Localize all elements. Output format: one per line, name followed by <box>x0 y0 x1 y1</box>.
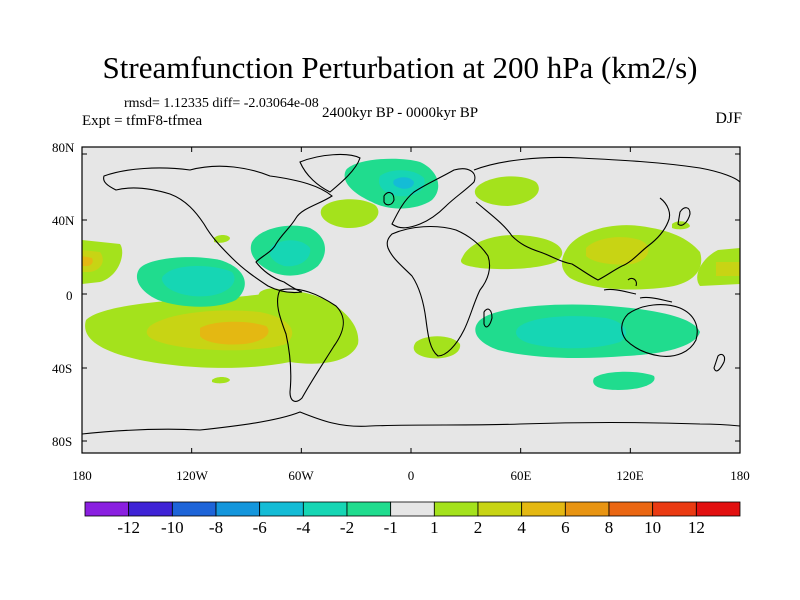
lon-label-60e: 60E <box>510 468 532 483</box>
lon-label-180w: 180 <box>72 468 92 483</box>
contour-positive-russia <box>474 176 539 206</box>
colorbar-label: -2 <box>339 518 355 537</box>
colorbar-label: 8 <box>604 518 614 537</box>
coastline-asia <box>473 156 740 281</box>
colorbar-swatch <box>390 501 435 517</box>
coastline-antarctica <box>82 411 740 435</box>
colorbar-swatch <box>433 501 479 517</box>
axis-ticks <box>81 147 741 453</box>
contour-6-central-pacific <box>82 256 93 266</box>
coastline-south-america <box>277 288 344 402</box>
lon-label-120e: 120E <box>616 468 644 483</box>
contour-4-south-asia <box>586 237 649 265</box>
contour-fields <box>82 158 740 390</box>
coastline-japan <box>677 207 691 226</box>
colorbar-label: -12 <box>117 518 140 537</box>
colorbar-swatch <box>652 501 697 517</box>
lat-label-80n: 80N <box>52 140 75 155</box>
coastlines <box>82 153 740 435</box>
lat-label-80s: 80S <box>52 434 73 449</box>
coastline-australia <box>621 304 698 357</box>
contour-negative6-north-atlantic <box>393 177 414 189</box>
contour-positive-small-s-atlantic <box>212 377 230 384</box>
colorbar-swatch <box>215 501 261 517</box>
colorbar-swatch <box>477 501 523 517</box>
contour-positive-nw-atlantic <box>320 199 379 228</box>
colorbar-label: 10 <box>644 518 662 537</box>
coastline-uk <box>383 191 395 206</box>
chart-title: Streamfunction Perturbation at 200 hPa (… <box>102 50 698 85</box>
colorbar-swatch <box>521 501 566 517</box>
coastline-africa <box>386 226 491 357</box>
experiment-label: Expt = tfmF8-tfmea <box>82 113 203 129</box>
colorbar-label: -6 <box>252 518 267 537</box>
lon-label-60w: 60W <box>288 468 314 483</box>
colorbar-label: 2 <box>473 518 483 537</box>
coastline-indonesia <box>603 277 673 303</box>
contour-negative4-east-tropical-pacific <box>161 266 235 297</box>
colorbar-swatch <box>259 501 304 517</box>
lon-label-0: 0 <box>407 468 415 483</box>
colorbar-swatch <box>608 501 654 517</box>
coastline-madagascar <box>483 308 493 328</box>
contour-negative-south-atlantic <box>593 371 655 390</box>
contour-6-south-pacific <box>200 321 269 345</box>
colorbar-label: -4 <box>296 518 311 537</box>
lat-label-0: 0 <box>66 288 73 303</box>
colorbar-swatch <box>84 501 130 517</box>
contour-negative4-south-indian <box>516 316 627 349</box>
colorbar-swatch <box>171 501 217 517</box>
contour-negative4-caribbean <box>269 240 311 267</box>
season-label: DJF <box>715 110 742 127</box>
colorbar-label: 4 <box>517 518 526 537</box>
coastline-greenland <box>299 153 361 193</box>
period-label: 2400kyr BP - 0000kyr BP <box>322 105 479 121</box>
contour-4-east-pacific-tail <box>716 262 740 276</box>
contour-positive-south-africa <box>413 336 461 359</box>
lon-label-180e: 180 <box>730 468 750 483</box>
coastline-north-america <box>103 165 333 294</box>
colorbar-swatch <box>346 501 392 517</box>
colorbar-label: -8 <box>208 518 224 537</box>
colorbar-swatch <box>695 501 741 517</box>
colorbar-label: 6 <box>561 518 570 537</box>
lat-label-40n: 40N <box>52 213 75 228</box>
stats-line: rmsd= 1.12335 diff= -2.03064e-08 <box>124 96 319 111</box>
coastline-new-zealand <box>713 353 726 372</box>
colorbar-swatch <box>564 501 610 517</box>
lon-label-120w: 120W <box>176 468 208 483</box>
colorbar-swatch <box>302 501 348 517</box>
colorbar-label: 1 <box>430 518 439 537</box>
contour-positive-n-africa <box>460 234 563 270</box>
coastline-europe <box>391 168 476 229</box>
contour-positive-small-atlantic <box>214 235 230 243</box>
lat-label-40s: 40S <box>52 361 73 376</box>
colorbar-swatch <box>128 501 173 517</box>
colorbar-label: -10 <box>160 518 184 537</box>
colorbar-label: -1 <box>383 518 398 537</box>
colorbar-label: 12 <box>687 518 705 537</box>
